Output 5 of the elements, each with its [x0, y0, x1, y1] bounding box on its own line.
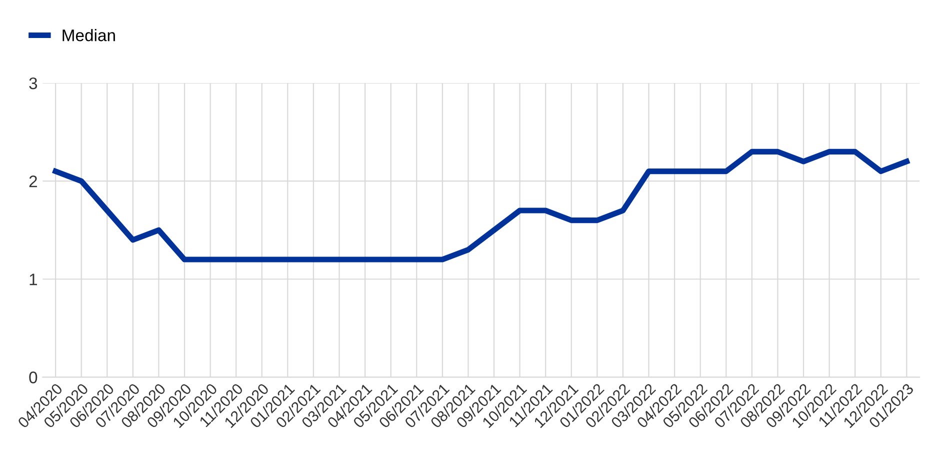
legend-label: Median [62, 29, 115, 42]
y-tick-label: 0 [29, 372, 38, 384]
y-tick-label: 2 [29, 176, 37, 188]
y-tick-label: 3 [29, 77, 38, 90]
y-tick-label: 1 [30, 274, 37, 286]
